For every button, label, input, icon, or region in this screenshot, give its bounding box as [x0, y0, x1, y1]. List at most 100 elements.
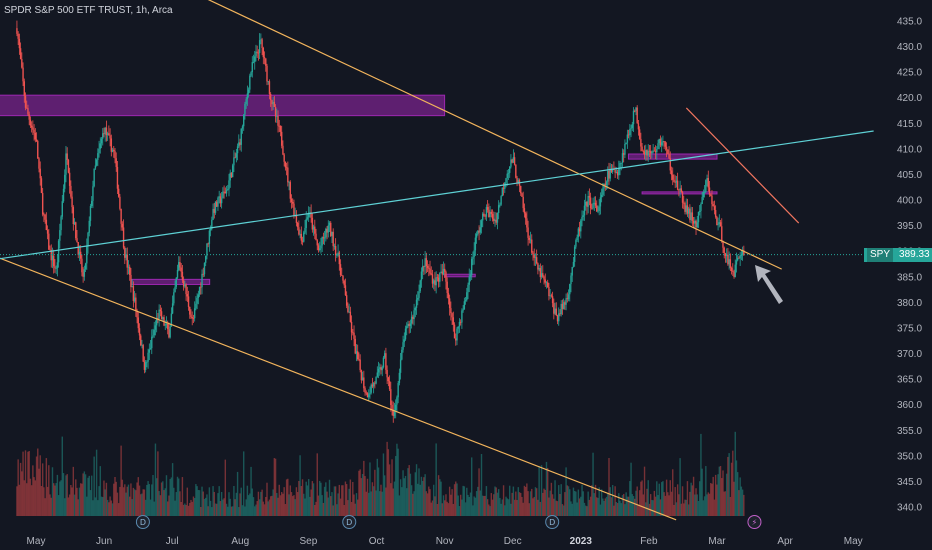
volume-bar	[560, 484, 562, 516]
volume-bar	[342, 485, 344, 516]
volume-bar	[730, 462, 733, 516]
volume-bar	[461, 499, 463, 516]
volume-bar	[594, 484, 597, 516]
candle-body	[509, 166, 511, 173]
volume-bar	[148, 484, 151, 516]
volume-bar	[282, 493, 284, 516]
volume-bar	[515, 491, 517, 516]
volume-bar	[169, 479, 171, 516]
volume-bar	[345, 484, 348, 516]
candle-body	[538, 268, 540, 270]
volume-bar	[193, 498, 196, 516]
price-zone[interactable]	[130, 278, 211, 285]
candle-body	[159, 309, 162, 312]
volume-bar	[98, 486, 100, 516]
candle-body	[369, 392, 371, 395]
time-tick-label: Mar	[708, 536, 726, 547]
volume-bar	[571, 503, 573, 516]
candle-body	[670, 170, 673, 175]
volume-bar	[504, 505, 506, 516]
volume-bar	[141, 493, 143, 516]
volume-bar	[588, 499, 591, 516]
volume-bar	[330, 496, 332, 516]
volume-bar	[70, 484, 72, 516]
volume-bar	[738, 490, 740, 516]
candle-body	[158, 309, 160, 319]
dividend-marker-icon[interactable]	[545, 515, 560, 529]
candle-body	[507, 172, 510, 174]
candle-body	[327, 225, 329, 233]
volume-bar	[43, 487, 45, 516]
volume-bar	[640, 481, 642, 516]
volume-bar	[284, 504, 287, 516]
price-zone[interactable]	[0, 94, 446, 117]
volume-bar	[669, 480, 671, 516]
candle-body	[480, 220, 483, 228]
candle-body	[365, 392, 367, 394]
candle-body	[376, 372, 379, 377]
trendline[interactable]	[0, 130, 874, 260]
candle-body	[582, 215, 584, 217]
volume-bar	[681, 486, 684, 516]
candle-body	[282, 145, 284, 155]
candle-body	[45, 219, 48, 231]
candle-body	[558, 313, 560, 322]
dividend-marker-icon[interactable]	[342, 515, 357, 529]
candle-body	[600, 194, 603, 198]
volume-bar	[468, 496, 470, 516]
volume-bar	[86, 496, 88, 516]
event-marker-icon[interactable]	[747, 515, 762, 529]
candle-body	[290, 198, 293, 203]
volume-bar	[131, 499, 133, 516]
candle-body	[83, 269, 86, 277]
candle-body	[499, 204, 501, 206]
candle-body	[669, 158, 671, 171]
dividend-marker-icon[interactable]	[135, 515, 150, 529]
volume-bar	[220, 491, 223, 516]
volume-bar	[347, 500, 349, 516]
candle-body	[413, 310, 415, 320]
price-tick-label: 355.0	[897, 426, 922, 437]
candle-body	[707, 177, 709, 188]
volume-bar	[321, 495, 323, 516]
candle-body	[651, 151, 653, 154]
volume-bar	[261, 489, 263, 516]
candle-body	[468, 276, 470, 285]
candle-body	[363, 377, 365, 389]
volume-bar	[151, 484, 153, 516]
volume-bar	[135, 490, 137, 516]
candle-body	[599, 197, 602, 207]
volume-bar	[331, 492, 333, 516]
candle-body	[140, 335, 142, 346]
volume-bar	[106, 499, 109, 516]
price-zone[interactable]	[641, 191, 718, 195]
candle-body	[301, 240, 304, 242]
volume-bar	[245, 499, 247, 516]
volume-bar	[309, 496, 311, 516]
volume-bar	[133, 489, 136, 516]
trendline[interactable]	[0, 256, 677, 521]
marker-glyph: ⚡	[752, 518, 758, 527]
volume-bar	[653, 490, 656, 516]
candle-body	[170, 313, 173, 327]
volume-bar	[205, 497, 207, 516]
candle-body	[723, 247, 725, 254]
candle-body	[186, 294, 189, 297]
time-tick-label: Dec	[504, 536, 522, 547]
candle-body	[524, 213, 527, 219]
candle-body	[370, 384, 372, 393]
candle-body	[119, 196, 121, 209]
volume-bar	[475, 491, 478, 516]
trendline[interactable]	[685, 107, 800, 224]
candle-body	[326, 228, 328, 233]
trendline[interactable]	[199, 0, 782, 270]
volume-bar	[19, 462, 22, 516]
price-zone[interactable]	[627, 153, 718, 160]
volume-bar	[667, 492, 669, 516]
candle-body	[29, 119, 32, 126]
candle-body	[542, 273, 544, 277]
candle-body	[636, 107, 638, 124]
candle-body	[592, 203, 594, 209]
